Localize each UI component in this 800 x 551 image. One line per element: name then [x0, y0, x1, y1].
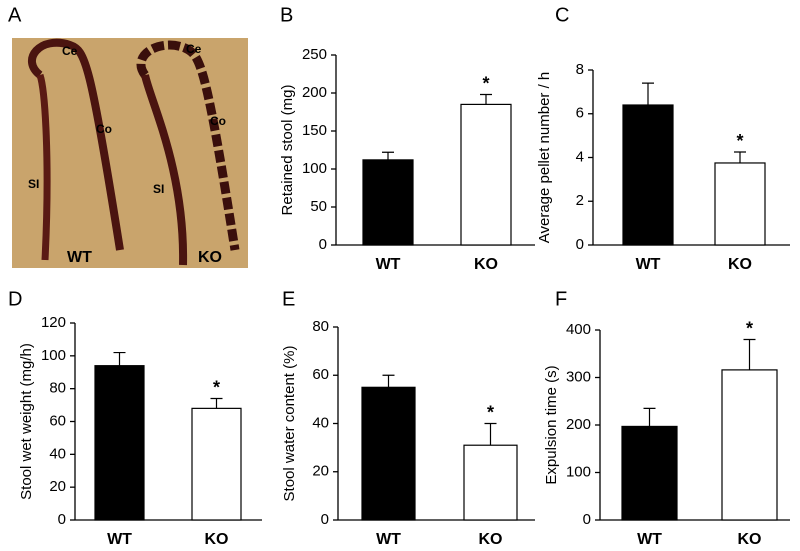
x-tick-label: WT	[376, 531, 401, 548]
panel-letter: A	[8, 4, 22, 26]
x-tick-label: KO	[738, 531, 762, 548]
y-tick-label: 20	[312, 463, 329, 480]
error-bar	[382, 151, 394, 160]
y-tick-label: 200	[566, 416, 591, 433]
y-axis-label: Expulsion time (s)	[543, 365, 560, 484]
y-tick-label: 80	[49, 380, 66, 397]
significance-marker: *	[487, 402, 494, 422]
x-tick-label: WT	[107, 531, 132, 548]
error-bar	[743, 338, 756, 370]
y-tick-label: 4	[576, 148, 584, 165]
y-tick-label: 400	[566, 321, 591, 338]
y-tick-label: 50	[310, 198, 327, 215]
y-tick-label: 6	[576, 105, 584, 122]
photo-label: Ce	[186, 42, 202, 56]
y-axis-label: Stool wet weight (mg/h)	[18, 343, 35, 500]
bar	[362, 159, 414, 246]
intestine	[28, 38, 124, 251]
y-tick-label: 8	[576, 61, 584, 78]
x-tick-label: KO	[479, 531, 503, 548]
photo: Ce Ce Co Co SI SI WT KO	[12, 38, 248, 268]
y-tick-label: 60	[312, 366, 329, 383]
y-tick-label: 0	[583, 511, 591, 528]
x-tick-label: WT	[637, 531, 662, 548]
intestine	[136, 40, 240, 251]
photo-label: Co	[96, 122, 112, 136]
y-tick-label: 200	[302, 84, 327, 101]
bar	[361, 386, 416, 521]
y-tick-label: 0	[58, 511, 66, 528]
x-tick-label: WT	[376, 256, 401, 273]
y-tick-label: 40	[49, 445, 66, 462]
photo-label: WT	[67, 249, 92, 266]
y-tick-label: 100	[41, 347, 66, 364]
error-bar	[734, 151, 746, 163]
y-axis-label: Average pellet number / h	[536, 72, 553, 244]
panel-letter: D	[8, 288, 22, 310]
y-tick-label: 80	[312, 318, 329, 335]
x-tick-label: WT	[636, 256, 661, 273]
bar	[622, 104, 674, 246]
bar	[463, 444, 518, 521]
panel-letter: E	[282, 288, 295, 310]
bar	[714, 162, 766, 246]
x-tick-label: KO	[728, 256, 752, 273]
y-tick-label: 100	[302, 160, 327, 177]
photo-label: Co	[210, 114, 226, 128]
error-bar	[382, 374, 395, 388]
y-axis-label: Retained stool (mg)	[279, 85, 296, 216]
photo-label: SI	[153, 182, 164, 196]
error-bar	[642, 82, 654, 105]
bar	[191, 407, 242, 521]
significance-marker: *	[736, 131, 743, 151]
y-tick-label: 250	[302, 46, 327, 63]
y-tick-label: 0	[576, 236, 584, 253]
x-tick-label: KO	[205, 531, 229, 548]
y-tick-label: 20	[49, 478, 66, 495]
y-tick-label: 300	[566, 368, 591, 385]
y-tick-label: 60	[49, 412, 66, 429]
significance-marker: *	[482, 73, 489, 93]
intestine	[36, 73, 51, 261]
bar	[94, 365, 145, 521]
photo-label: KO	[198, 249, 222, 266]
y-tick-label: 0	[319, 236, 327, 253]
y-axis-label: Stool water content (%)	[281, 346, 298, 502]
significance-marker: *	[746, 318, 753, 338]
y-tick-label: 120	[41, 314, 66, 331]
panel-letter: B	[280, 4, 293, 26]
y-tick-label: 100	[566, 463, 591, 480]
error-bar	[113, 351, 126, 366]
bar	[721, 369, 778, 521]
intestine	[141, 74, 188, 266]
significance-marker: *	[213, 377, 220, 397]
photo-background	[12, 38, 248, 268]
error-bar	[210, 397, 223, 409]
panel-letter: F	[555, 288, 567, 310]
x-tick-label: KO	[474, 256, 498, 273]
photo-label: Ce	[62, 44, 78, 58]
y-tick-label: 0	[321, 511, 329, 528]
bar	[460, 103, 512, 246]
y-tick-label: 40	[312, 414, 329, 431]
error-bar	[643, 407, 656, 427]
y-tick-label: 150	[302, 122, 327, 139]
panel-letter: C	[555, 4, 569, 26]
photo-label: SI	[28, 177, 39, 191]
error-bar	[480, 93, 492, 105]
y-tick-label: 2	[576, 192, 584, 209]
bar	[621, 425, 678, 521]
error-bar	[484, 422, 497, 446]
